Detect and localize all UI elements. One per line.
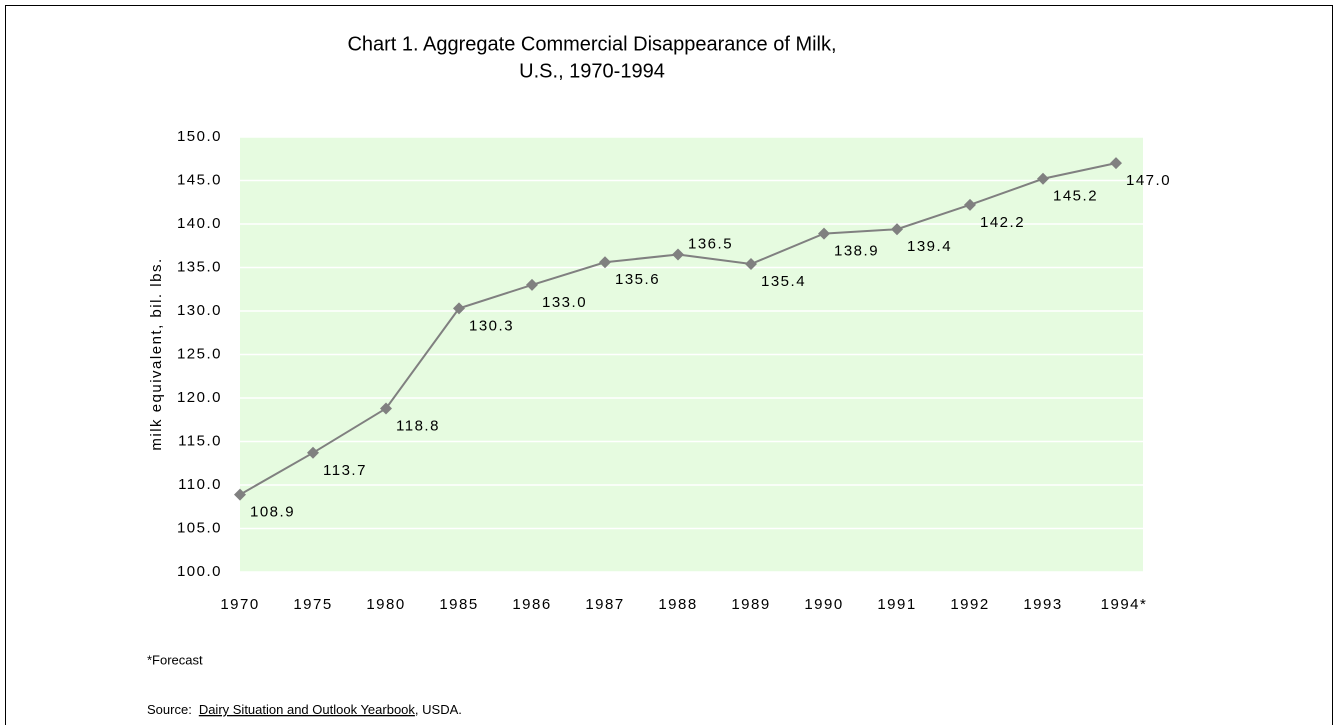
data-point	[1110, 157, 1122, 170]
data-point	[453, 302, 465, 315]
data-point	[745, 258, 757, 271]
y-tick-label: 100.0	[177, 563, 222, 580]
frame	[5, 5, 1333, 725]
data-label: 145.2	[1053, 188, 1098, 205]
chart-title: U.S., 1970-1994	[519, 60, 665, 82]
x-tick-label: 1993	[1023, 596, 1062, 613]
x-tick-label: 1980	[366, 596, 405, 613]
data-label: 133.0	[542, 294, 587, 311]
source-title: Dairy Situation and Outlook Yearbook	[199, 702, 416, 717]
y-tick-label: 120.0	[177, 389, 222, 406]
data-label: 138.9	[834, 243, 879, 260]
x-tick-label: 1970	[220, 596, 259, 613]
data-point	[964, 198, 976, 211]
data-label: 135.6	[615, 271, 660, 288]
source: Source: Dairy Situation and Outlook Yearb…	[147, 702, 462, 717]
data-point	[234, 488, 246, 501]
x-tick-label: 1992	[950, 596, 989, 613]
data-label: 142.2	[980, 214, 1025, 231]
data-label: 108.9	[250, 504, 295, 521]
y-tick-label: 150.0	[177, 128, 222, 145]
y-tick-label: 140.0	[177, 215, 222, 232]
x-tick-label: 1994*	[1101, 596, 1148, 613]
x-tick-label: 1989	[731, 596, 770, 613]
data-label: 136.5	[688, 235, 733, 252]
y-tick-label: 110.0	[178, 476, 222, 493]
source-publisher: , USDA.	[415, 702, 462, 717]
data-point	[307, 446, 319, 459]
y-tick-label: 125.0	[177, 345, 222, 362]
y-tick-label: 130.0	[177, 302, 222, 319]
data-label: 113.7	[323, 462, 367, 479]
y-tick-label: 115.0	[178, 432, 222, 449]
x-tick-label: 1987	[585, 596, 624, 613]
data-label: 130.3	[469, 317, 514, 334]
data-label: 139.4	[907, 238, 952, 255]
data-point	[818, 227, 830, 240]
y-tick-label: 105.0	[177, 519, 222, 536]
data-point	[526, 278, 538, 291]
x-tick-label: 1985	[439, 596, 478, 613]
x-tick-label: 1990	[804, 596, 843, 613]
chart-title: Chart 1. Aggregate Commercial Disappeara…	[347, 33, 836, 55]
data-label: 135.4	[761, 273, 806, 290]
data-label: 147.0	[1126, 172, 1171, 189]
source-label: Source:	[147, 702, 192, 717]
data-point	[380, 402, 392, 415]
data-point	[1037, 172, 1049, 185]
data-point	[891, 223, 903, 236]
x-tick-label: 1991	[877, 596, 916, 613]
x-tick-label: 1975	[293, 596, 332, 613]
footnote: *Forecast	[147, 652, 203, 667]
y-tick-label: 145.0	[177, 171, 222, 188]
y-tick-label: 135.0	[177, 258, 222, 275]
data-point	[599, 256, 611, 269]
data-point	[672, 248, 684, 261]
x-tick-label: 1988	[658, 596, 697, 613]
x-tick-label: 1986	[512, 596, 551, 613]
y-axis-label: milk equivalent, bil. lbs.	[148, 257, 165, 450]
data-label: 118.8	[396, 417, 440, 434]
